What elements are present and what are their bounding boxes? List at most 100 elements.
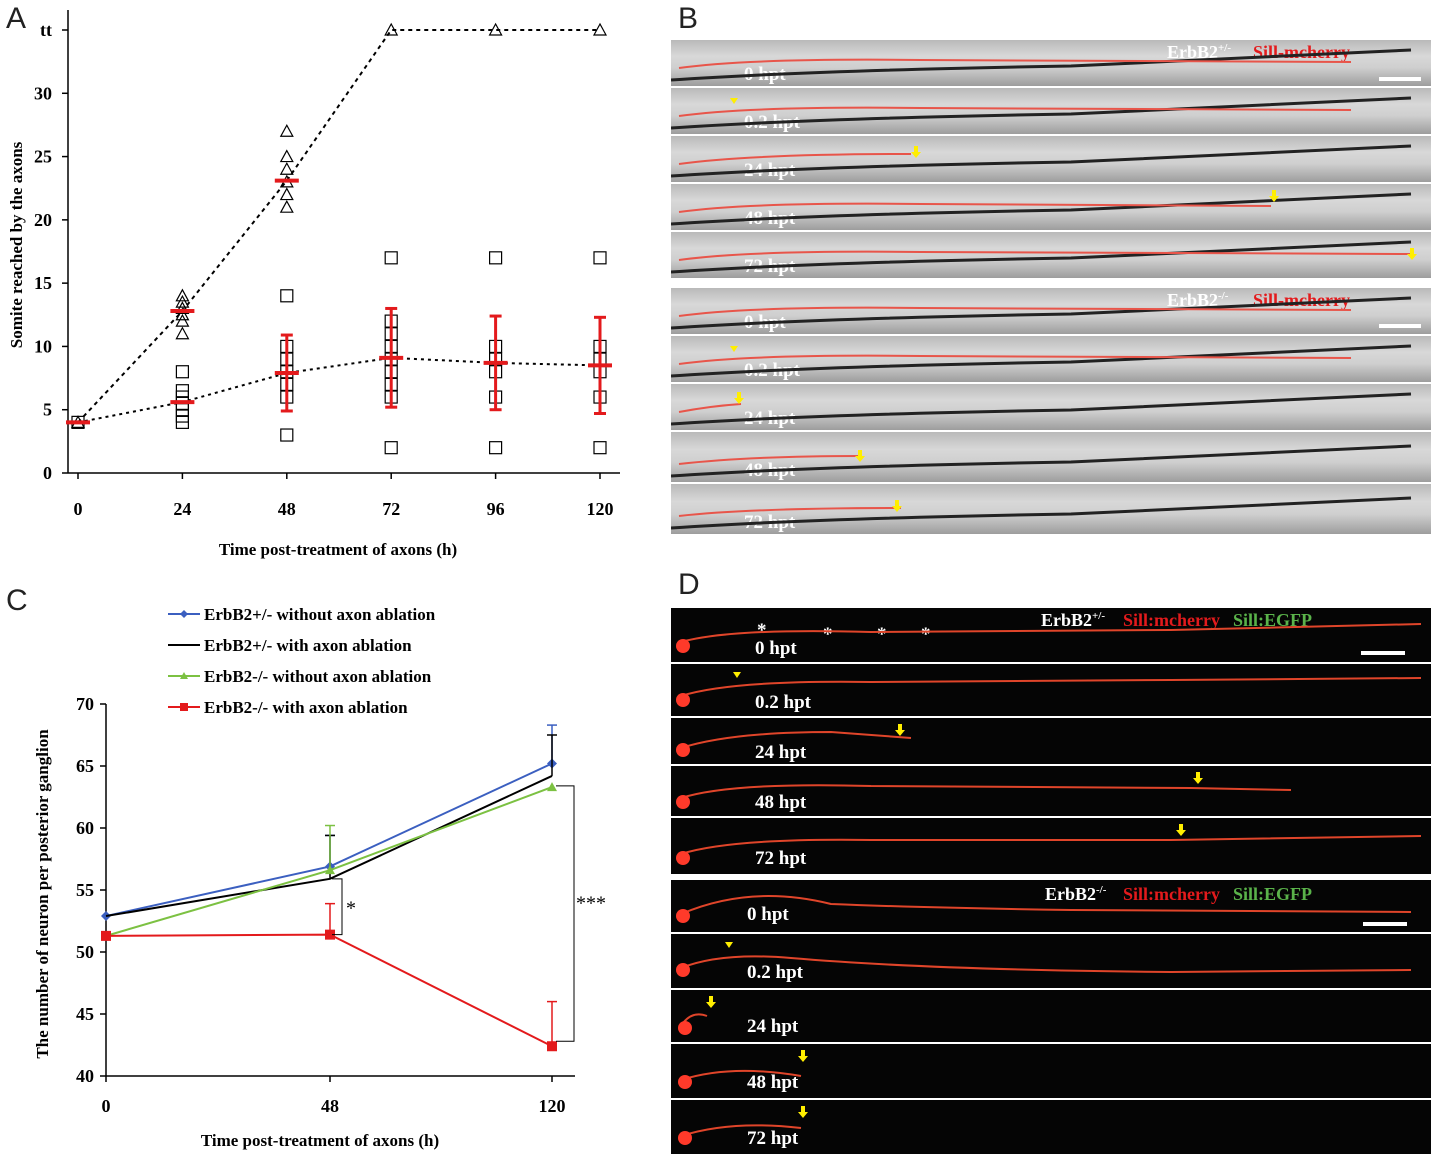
square-marker [547,1041,557,1052]
x-tick-label: 120 [539,1096,566,1116]
micrograph-strip: 0.2 hpt [671,336,1431,382]
square-point [593,441,607,455]
legend-label: ErbB2+/- without axon ablation [204,605,436,624]
arrowhead-icon [730,98,738,104]
asterisk-marker: * [921,624,931,645]
triangle-point [175,313,190,327]
arrow-icon [892,500,902,512]
legend-label: ErbB2-/- without axon ablation [204,667,432,686]
legend-marker [180,672,188,679]
triangle-point [279,199,294,213]
triangle-point [279,149,294,163]
asterisk-marker: * [823,624,833,645]
y-tick-label: 40 [76,1066,94,1086]
micrograph-strip: 24 hpt [671,384,1431,430]
micrograph-strip: 0.2 hpt [671,934,1431,988]
x-tick-label: 48 [321,1096,339,1116]
micrograph-strip: 0 hpt ErbB2+/- Sill-mcherry [671,40,1431,86]
triangle-point [488,22,503,36]
timepoint-label: 0 hpt [755,638,797,659]
panel-b-micrographs: 0 hpt ErbB2+/- Sill-mcherry 0.2 hpt 24 h… [671,40,1431,534]
scale-bar [1379,324,1421,328]
arrowhead-icon [730,346,738,352]
x-tick-label: 72 [382,499,400,519]
x-tick-label: 96 [487,499,505,519]
panel-b-label: B [678,2,699,35]
triangle-marker [325,865,335,875]
x-tick-label: 120 [587,499,614,519]
chart-a: Somite reached by the axons Time post-tr… [7,10,620,559]
significance-mark: *** [576,893,606,915]
triangle-point [279,124,294,137]
square-point [384,251,398,265]
y-tick-label: 30 [34,83,52,103]
significance-bracket [556,785,575,1042]
panel-d-label: D [678,568,700,601]
micrograph-strip: 24 hpt [671,718,1431,764]
square-point [384,441,398,455]
reporter-green-label: Sill:EGFP [1233,610,1313,630]
timepoint-label: 48 hpt [747,1072,799,1093]
y-tick-label: 20 [34,210,52,230]
timepoint-label: 24 hpt [747,1016,799,1037]
arrow-icon [1176,824,1186,836]
genotype-label: ErbB2+/- [1167,42,1232,62]
reporter-red-label: Sill:mcherry [1123,884,1220,904]
scale-bar [1379,77,1421,81]
timepoint-label: 48 hpt [755,792,807,813]
genotype-label: ErbB2+/- [1041,610,1106,630]
panel-b-overlay [671,48,1417,530]
chart-a-x-label: Time post-treatment of axons (h) [219,540,457,559]
triangle-point [175,307,190,321]
triangle-point [175,301,190,315]
micrograph-strip: 0 hpt ErbB2-/- Sill-mcherry [671,288,1431,334]
y-tick-label: 55 [76,880,94,900]
series-line [105,762,553,918]
square-point [175,415,189,429]
triangle-point [384,22,399,36]
y-tick-label: tt [40,20,52,40]
arrow-icon [734,392,744,404]
micrograph-strip: 24 hpt [671,990,1431,1042]
scale-bar [1361,651,1405,655]
triangle-point [175,326,190,340]
yellow-arrows [706,672,1203,1118]
panel-d-micrographs: 0 hpt ErbB2+/- Sill:mcherry Sill:EGFP * … [671,608,1431,1154]
y-tick-label: 0 [43,463,52,483]
square-marker [101,930,111,941]
x-tick-label: 0 [102,1096,111,1116]
chart-c-y-label: The number of neuron per posterior gangl… [33,729,52,1059]
reporter-red-label: Sill:mcherry [1123,610,1220,630]
micrograph-strip: 72 hpt [671,818,1431,874]
micrograph-strip: 0 hpt ErbB2-/- Sill:mcherry Sill:EGFP [671,880,1431,932]
arrow-icon [1193,772,1203,784]
triangle-point [592,22,608,36]
square-point [489,441,503,455]
square-point [175,365,189,379]
square-point [280,428,294,442]
ganglion-spots [676,639,692,1145]
square-point [489,251,503,265]
micrograph-strip: 72 hpt [671,232,1431,278]
scale-bar [1363,922,1407,926]
panel-d-overlay [676,623,1422,1145]
significance-bracket [332,878,343,936]
triangle-trend-line [77,29,600,424]
x-tick-label: 24 [173,499,191,519]
chart-a-y-label: Somite reached by the axons [7,141,26,348]
fluorescent-axons [680,623,1422,1137]
timepoint-label: 0.2 hpt [747,962,803,983]
series-line [105,775,553,918]
timepoint-label: 0 hpt [747,904,789,925]
legend-marker [180,610,188,618]
arrow-icon [706,996,716,1008]
chart-c: The number of neuron per posterior gangl… [33,605,606,1150]
triangle-marker [547,782,557,792]
genotype-label: ErbB2-/- [1045,884,1107,904]
asterisk-marker: * [757,620,767,641]
lateral-line-axons [678,58,1412,517]
square-trend-line [77,356,601,424]
micrograph-strip: 48 hpt [671,766,1431,816]
embryo-tail-outlines [671,48,1412,530]
micrograph-strip: 0 hpt ErbB2+/- Sill:mcherry Sill:EGFP * … [671,608,1431,662]
